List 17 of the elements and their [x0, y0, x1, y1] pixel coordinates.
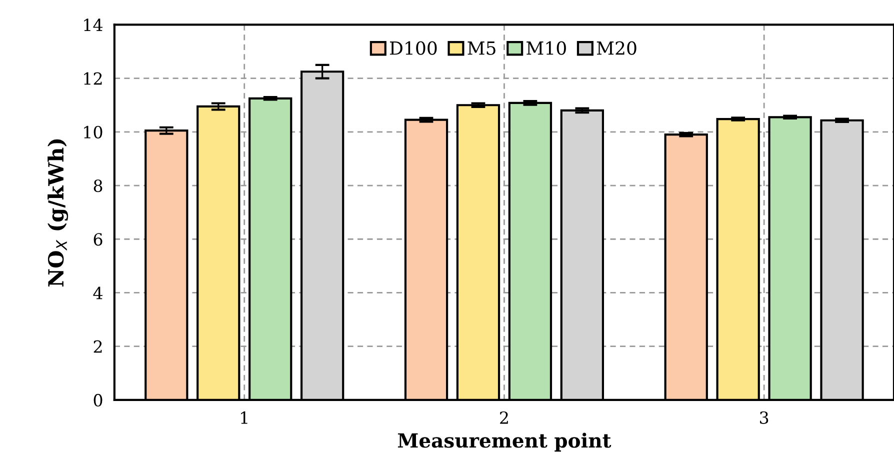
legend-label: M10 [526, 41, 566, 55]
y-tick-label: 8 [94, 179, 102, 192]
y-tick-label: 6 [94, 233, 102, 246]
y-tick-label: 0 [94, 394, 102, 407]
legend-label: D100 [390, 41, 437, 55]
legend-label: M5 [468, 42, 496, 55]
y-tick-label: 12 [84, 72, 102, 85]
legend-label: M20 [596, 41, 636, 55]
y-tick-label: 2 [94, 340, 102, 353]
x-tick-label: 3 [760, 411, 768, 424]
y-tick-label: 4 [93, 286, 102, 300]
y-tick-label: 10 [84, 126, 102, 138]
x-axis-title: Measurement point [398, 432, 612, 452]
y-tick-label: 14 [84, 18, 102, 32]
x-tick-label: 2 [500, 411, 508, 424]
x-tick-label: 1 [241, 411, 248, 424]
y-axis-title: NO$_{X}$ (g/kWh) [48, 139, 68, 287]
